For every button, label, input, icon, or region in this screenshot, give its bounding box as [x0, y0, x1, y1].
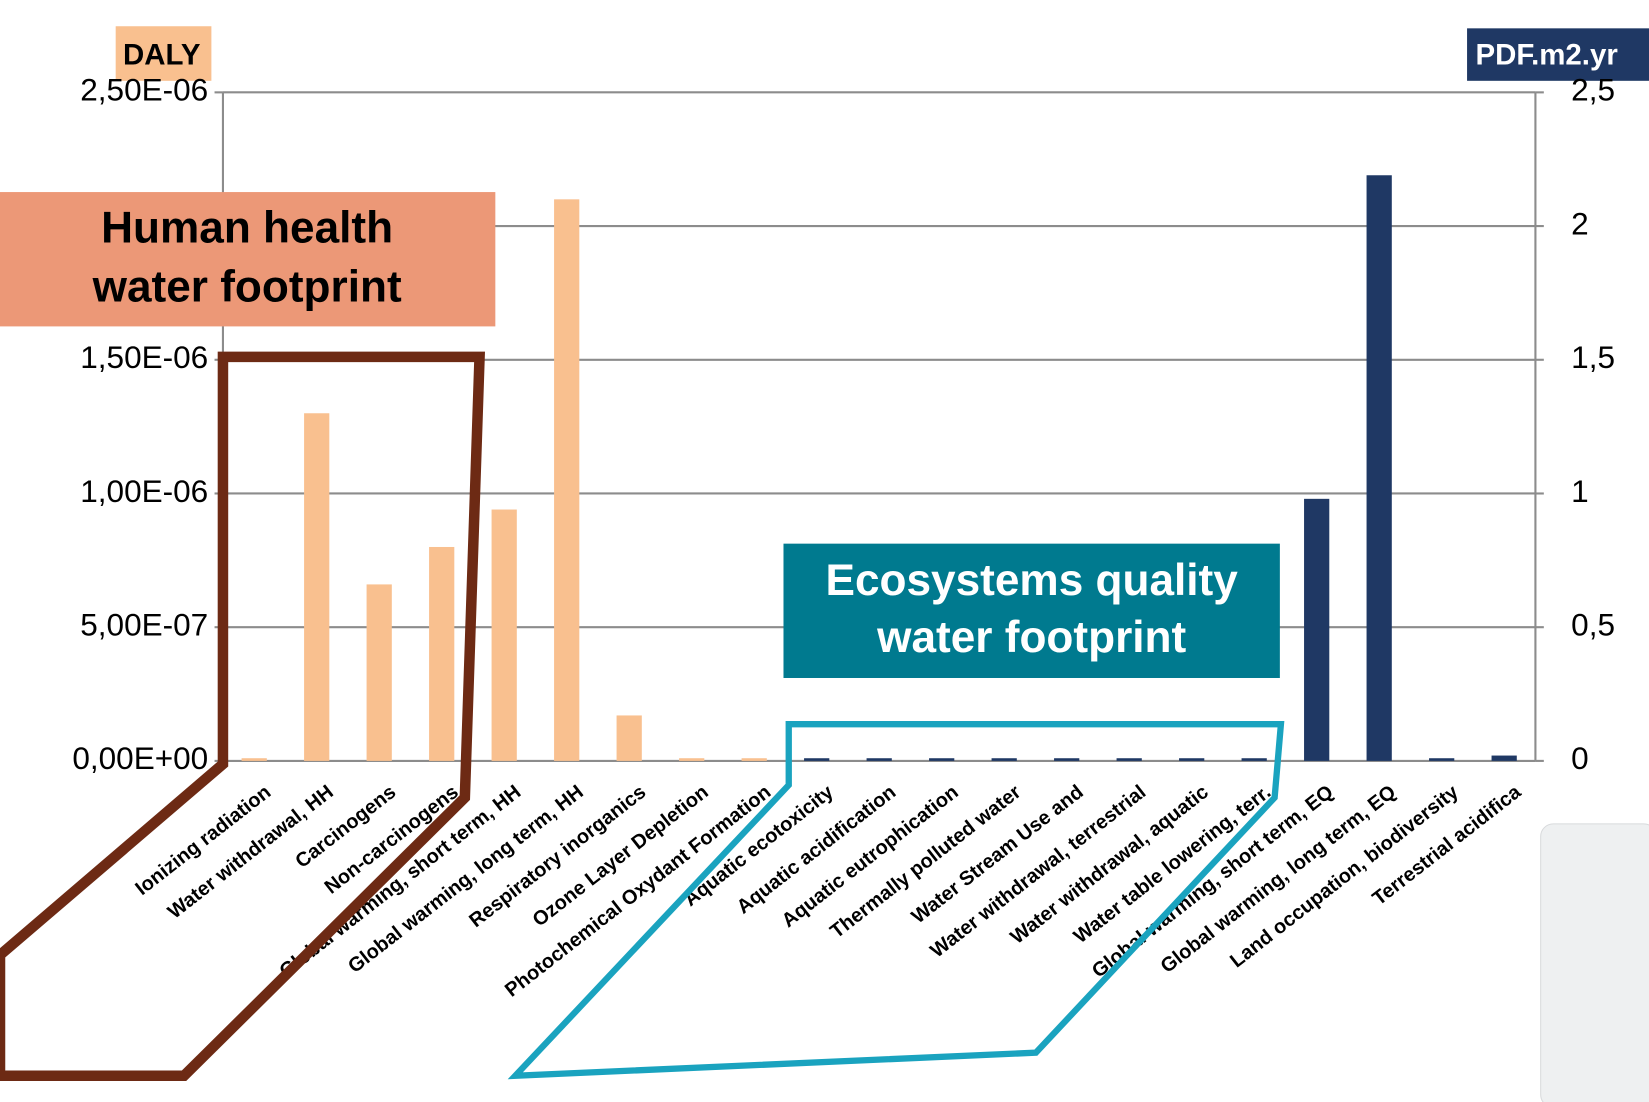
highlight-outline [0, 351, 485, 1082]
y-tick-label: 1,50E-06 [80, 339, 208, 375]
y2-tick-label: 2 [1571, 205, 1589, 241]
bar [991, 758, 1017, 761]
bar [429, 546, 455, 761]
bar [1429, 758, 1455, 761]
y-axis-label: DALY [123, 38, 201, 71]
plot: 0,00E+005,00E-071,00E-061,50E-062,00E-06… [72, 72, 1615, 1002]
y-tick-label: 0,00E+00 [72, 740, 208, 776]
bar [616, 715, 642, 761]
y2-axis-label: PDF.m2.yr [1475, 38, 1617, 71]
bar [1179, 758, 1205, 761]
annotation: water footprint [876, 613, 1186, 662]
y2-label-bg [1467, 28, 1649, 81]
bar [491, 509, 517, 761]
y-tick-label: 2,50E-06 [80, 72, 208, 108]
y-label-bg [115, 26, 212, 81]
bar [1491, 755, 1517, 761]
bar [866, 758, 892, 761]
y2-tick-label: 0 [1571, 740, 1589, 776]
y-tick-label: 1,00E-06 [80, 473, 208, 509]
bar [366, 584, 392, 761]
bar [741, 758, 767, 761]
annotation-box [0, 192, 496, 327]
annotation: Ecosystems quality [826, 556, 1239, 605]
y2-tick-label: 1 [1571, 473, 1589, 509]
bar [1241, 758, 1267, 761]
y2-tick-label: 2,5 [1571, 72, 1615, 108]
bar [241, 758, 267, 761]
photo-fragment [1540, 823, 1649, 1102]
annotation: water footprint [92, 262, 402, 311]
bar [304, 413, 330, 761]
highlight-outline [507, 721, 1285, 1080]
y2-tick-label: 0,5 [1571, 607, 1615, 643]
bar [1304, 498, 1330, 761]
bar [1366, 175, 1392, 761]
bar [929, 758, 955, 761]
annotation: Human health [101, 204, 393, 253]
bar [804, 758, 830, 761]
y-tick-label: 5,00E-07 [80, 607, 208, 643]
bar [554, 199, 580, 761]
bar [1116, 758, 1142, 761]
bar [1054, 758, 1080, 761]
annotation-box [783, 543, 1280, 678]
y2-tick-label: 1,5 [1571, 339, 1615, 375]
bar [679, 758, 705, 761]
